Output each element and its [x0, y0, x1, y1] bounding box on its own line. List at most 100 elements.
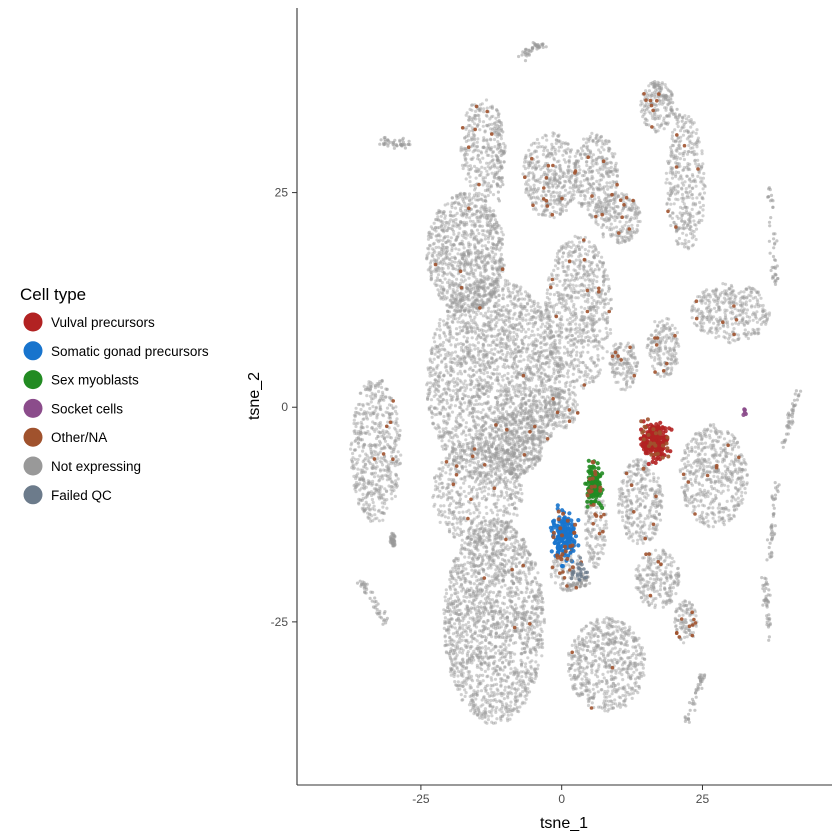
data-point — [485, 683, 490, 688]
data-point — [447, 226, 451, 231]
data-point — [464, 494, 468, 498]
data-point — [394, 454, 398, 459]
data-point — [463, 475, 467, 479]
data-point — [357, 445, 361, 449]
data-point — [359, 430, 363, 435]
data-point — [490, 382, 494, 386]
data-point — [538, 409, 542, 413]
data-point — [395, 460, 399, 464]
data-point — [380, 493, 384, 497]
data-point — [361, 403, 365, 407]
data-point — [540, 654, 544, 658]
data-point — [494, 280, 498, 284]
data-point — [492, 367, 496, 372]
data-point — [376, 452, 380, 456]
data-point — [444, 426, 448, 430]
data-point — [540, 381, 544, 385]
data-point — [355, 475, 359, 479]
data-point — [376, 383, 380, 387]
data-point — [461, 319, 465, 323]
data-point — [476, 423, 481, 427]
data-point — [449, 373, 453, 377]
data-point — [389, 478, 393, 482]
data-point — [360, 478, 364, 482]
data-point — [499, 226, 503, 231]
data-point — [519, 359, 523, 363]
data-point — [510, 477, 514, 481]
data-point — [497, 649, 501, 653]
data-point — [358, 476, 362, 480]
data-point — [438, 318, 442, 322]
data-point — [388, 435, 392, 439]
data-point — [475, 392, 479, 396]
data-point — [534, 337, 538, 341]
data-point — [376, 456, 380, 461]
data-point — [453, 350, 458, 354]
data-point — [501, 365, 505, 369]
data-point — [476, 346, 480, 351]
data-point — [365, 502, 369, 506]
data-point — [476, 241, 480, 245]
data-point — [465, 442, 469, 446]
data-point — [441, 288, 445, 292]
data-point — [455, 332, 459, 336]
data-point — [501, 407, 505, 411]
data-point — [523, 297, 527, 301]
data-point — [478, 294, 482, 298]
data-point — [358, 478, 362, 482]
data-point — [448, 472, 452, 476]
data-point — [452, 274, 456, 278]
data-point — [479, 605, 483, 609]
data-point — [509, 656, 513, 660]
data-point — [542, 342, 546, 346]
data-point — [503, 323, 507, 327]
data-point — [353, 485, 358, 490]
data-point — [512, 512, 516, 516]
data-point — [439, 411, 443, 416]
data-point — [378, 495, 382, 499]
data-point — [542, 368, 546, 372]
data-point — [462, 246, 466, 250]
data-point — [483, 244, 487, 248]
data-point — [435, 253, 439, 257]
data-point — [511, 489, 515, 493]
data-point — [498, 606, 503, 611]
data-point — [455, 393, 459, 398]
data-point — [502, 673, 507, 677]
data-point — [461, 392, 465, 396]
data-point — [461, 343, 465, 347]
data-point — [434, 217, 438, 222]
data-point — [447, 380, 451, 384]
data-point — [439, 214, 443, 218]
data-point — [437, 372, 441, 376]
data-point — [469, 388, 473, 392]
data-point — [472, 223, 477, 227]
data-point — [441, 466, 445, 470]
data-point — [493, 226, 497, 230]
data-point — [359, 407, 363, 412]
data-point — [528, 386, 532, 390]
data-point — [439, 353, 443, 357]
data-point — [364, 452, 368, 456]
data-point — [360, 470, 364, 474]
data-point — [379, 511, 383, 515]
data-point — [385, 387, 389, 392]
data-point — [382, 497, 386, 501]
data-point — [353, 448, 357, 452]
data-point — [364, 431, 368, 435]
data-point — [377, 519, 381, 523]
data-point — [516, 374, 520, 378]
data-point — [486, 334, 490, 338]
data-point — [471, 321, 475, 325]
data-point — [478, 224, 482, 228]
data-point — [451, 267, 455, 271]
data-point — [351, 464, 355, 468]
data-point — [524, 402, 528, 406]
data-point — [394, 485, 398, 489]
data-point — [486, 718, 490, 722]
data-point — [374, 445, 378, 449]
data-point — [452, 297, 457, 301]
data-point — [451, 389, 455, 393]
data-point — [456, 234, 460, 238]
data-point — [482, 352, 486, 356]
